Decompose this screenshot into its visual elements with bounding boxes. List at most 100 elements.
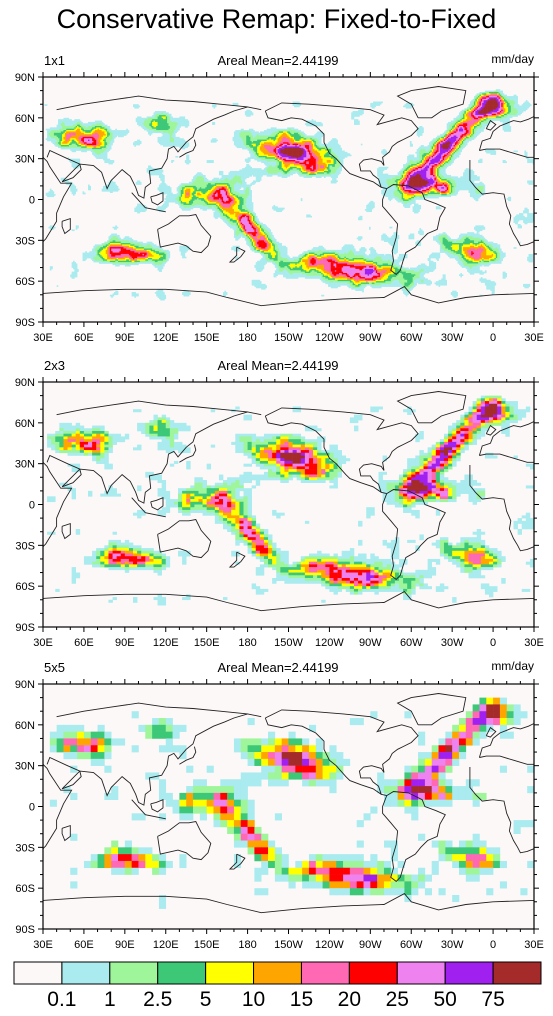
precip-cell — [94, 130, 97, 132]
precip-cell — [254, 136, 257, 139]
precip-cell — [281, 135, 284, 138]
precip-cell — [318, 131, 321, 134]
precip-cell — [463, 139, 465, 142]
precip-cell — [145, 123, 147, 125]
precip-cell — [355, 115, 357, 117]
precip-cell — [512, 109, 514, 112]
precip-cell — [235, 102, 237, 105]
precip-cell — [493, 117, 495, 120]
precip-cell — [71, 126, 74, 128]
precip-cell — [452, 121, 454, 124]
precip-cell — [116, 132, 119, 135]
precip-cell — [502, 120, 505, 123]
precip-cell — [158, 128, 161, 131]
precip-cell — [480, 106, 483, 109]
precip-cell — [118, 131, 120, 134]
precip-cell — [491, 102, 494, 105]
precip-cell — [482, 105, 484, 108]
precip-cell — [257, 135, 259, 138]
precip-cell — [262, 136, 265, 139]
precip-cell — [67, 117, 70, 120]
precip-cell — [497, 93, 499, 95]
precip-cell — [510, 98, 513, 101]
precip-cell — [77, 127, 79, 130]
precip-cell — [156, 126, 158, 128]
precip-cell — [509, 101, 512, 104]
precip-cell — [280, 135, 282, 138]
precip-cell — [353, 123, 356, 125]
precip-cell — [269, 136, 272, 139]
precip-cell — [268, 136, 270, 139]
precip-cell — [491, 90, 494, 93]
precip-cell — [53, 134, 56, 136]
precip-cell — [101, 121, 104, 124]
precip-cell — [62, 131, 64, 134]
precip-cell — [60, 120, 63, 123]
precip-cell — [520, 106, 523, 109]
precip-cell — [79, 135, 82, 138]
precip-cell — [251, 135, 254, 138]
precip-cell — [86, 127, 89, 130]
precip-cell — [315, 132, 318, 135]
precip-cell — [513, 113, 516, 116]
precip-cell — [85, 124, 87, 127]
precip-cell — [158, 136, 161, 139]
precip-cell — [475, 126, 478, 128]
precip-cell — [314, 138, 317, 140]
precip-cell — [351, 115, 353, 117]
precip-cell — [164, 128, 167, 131]
precip-cell — [240, 134, 243, 136]
precip-cell — [67, 131, 70, 134]
precip-cell — [299, 139, 302, 142]
precip-cell — [317, 139, 319, 142]
precip-cell — [509, 104, 512, 106]
precip-cell — [60, 138, 63, 140]
precip-cell — [403, 105, 405, 108]
precip-cell — [60, 126, 63, 128]
precip-cell — [285, 130, 288, 132]
precip-cell — [502, 101, 505, 104]
precip-cell — [266, 131, 269, 134]
precip-cell — [475, 108, 478, 110]
precip-cell — [273, 127, 276, 130]
precip-cell — [471, 108, 473, 110]
precip-cell — [514, 98, 517, 101]
precip-cell — [464, 132, 467, 135]
precip-cell — [482, 124, 484, 127]
precip-cell — [352, 116, 355, 119]
precip-cell — [53, 135, 56, 138]
precip-cell — [456, 128, 458, 131]
precip-cell — [75, 138, 78, 140]
precip-cell — [456, 132, 458, 135]
precip-cell — [148, 126, 150, 128]
precip-cell — [460, 123, 463, 125]
precip-cell — [517, 111, 520, 113]
precip-cell — [150, 119, 153, 121]
precip-cell — [513, 97, 516, 100]
precip-cell — [490, 116, 493, 119]
precip-cell — [299, 104, 302, 106]
precip-cell — [276, 136, 278, 139]
precip-cell — [483, 98, 486, 101]
precip-cell — [56, 136, 59, 139]
precip-cell — [281, 131, 284, 134]
precip-cell — [289, 131, 292, 134]
precip-cell — [488, 90, 491, 93]
precip-cell — [499, 108, 502, 110]
precip-cell — [479, 94, 482, 97]
precip-cell — [90, 131, 93, 134]
precip-cell — [284, 128, 287, 131]
precip-cell — [358, 115, 360, 117]
precip-cell — [490, 108, 493, 110]
precip-cell — [124, 132, 127, 135]
precip-cell — [280, 131, 282, 134]
precip-cell — [248, 109, 251, 112]
precip-cell — [501, 117, 503, 120]
precip-cell — [281, 130, 284, 132]
precip-cell — [505, 117, 508, 120]
precip-cell — [153, 126, 156, 128]
precip-cell — [148, 123, 150, 125]
precip-cell — [473, 134, 476, 136]
precip-cell — [509, 109, 512, 112]
precip-cell — [314, 135, 317, 138]
